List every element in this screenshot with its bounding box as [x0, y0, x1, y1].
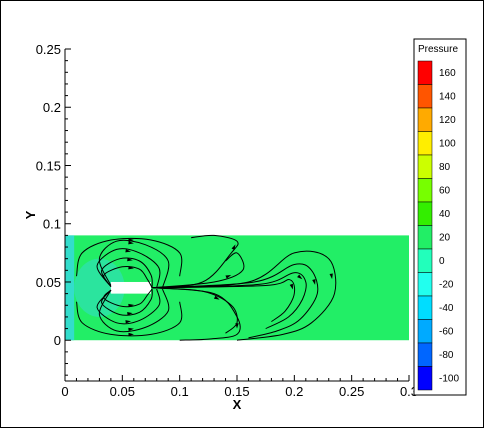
streamline-7 — [103, 288, 153, 308]
streamline-9 — [76, 301, 183, 337]
legend-level-label: 100 — [439, 139, 456, 150]
legend-swatch — [417, 178, 433, 203]
streamline-3 — [103, 265, 153, 289]
streamline-1 — [96, 248, 161, 288]
legend-swatch — [417, 131, 433, 156]
inlet-gradient — [74, 258, 125, 317]
legend-swatch — [417, 84, 433, 109]
legend-swatch — [417, 272, 433, 297]
streamline-12 — [152, 287, 241, 341]
streamline-arrow-7 — [128, 303, 134, 308]
streamline-16 — [152, 272, 307, 330]
legend-level-label: 0 — [439, 256, 445, 267]
streamline-8 — [76, 237, 183, 277]
legend-swatch — [417, 201, 433, 226]
streamline-arrow-4 — [128, 327, 134, 332]
streamline-arrow-6 — [127, 312, 133, 316]
legend-swatch — [417, 60, 433, 85]
legend-level-label: -60 — [439, 327, 454, 338]
inlet-region — [65, 235, 75, 341]
x-tick-label: 0 — [61, 384, 68, 399]
legend-swatch — [417, 225, 433, 250]
streamline-10 — [152, 234, 239, 289]
y-tick-label: 0.05 — [36, 275, 61, 290]
x-tick-label: 0.2 — [285, 384, 303, 399]
streamline-arrow-13 — [213, 295, 220, 300]
legend-title: Pressure — [418, 44, 458, 55]
y-tick-label: 0.2 — [43, 100, 61, 115]
streamline-arrow-2 — [127, 257, 133, 262]
y-tick-label: 0.25 — [36, 42, 61, 57]
streamline-2 — [101, 257, 153, 288]
streamline-15 — [152, 263, 319, 339]
streamline-arrow-15 — [312, 279, 316, 285]
streamline-arrow-14 — [329, 273, 333, 280]
legend-level-label: 80 — [439, 162, 451, 173]
streamline-arrow-10 — [231, 244, 236, 251]
legend-swatch — [417, 107, 433, 132]
streamline-6 — [101, 288, 153, 316]
streamline-5 — [96, 288, 161, 325]
legend-level-label: 140 — [439, 92, 456, 103]
streamline-arrow-17 — [289, 283, 293, 290]
x-axis-title: X — [233, 397, 242, 412]
x-tick-label: 0.15 — [224, 384, 249, 399]
streamline-4 — [98, 288, 170, 333]
streamline-arrow-9 — [128, 332, 134, 337]
legend-level-label: 20 — [439, 233, 451, 244]
legend-swatch — [417, 248, 433, 273]
legend-level-label: 120 — [439, 115, 456, 126]
streamline-14 — [152, 250, 337, 341]
legend-level-label: -20 — [439, 280, 454, 291]
obstacle — [110, 281, 151, 294]
streamline-11 — [152, 252, 245, 289]
y-tick-label: 0 — [54, 333, 61, 348]
legend-swatch — [417, 366, 433, 391]
x-tick-label: 0.1 — [171, 384, 189, 399]
x-tick-label: 0.05 — [110, 384, 135, 399]
streamline-17 — [152, 278, 296, 323]
streamline-arrow-16 — [297, 274, 303, 280]
legend-swatch — [417, 319, 433, 344]
legend-level-label: -80 — [439, 350, 454, 361]
legend-level-label: 160 — [439, 68, 456, 79]
streamline-13 — [152, 287, 238, 334]
legend-level-label: -100 — [439, 374, 459, 385]
streamline-arrow-5 — [125, 320, 132, 324]
streamline-arrow-0 — [128, 240, 134, 245]
legend-swatch — [417, 154, 433, 179]
legend-level-label: 40 — [439, 209, 451, 220]
y-tick-label: 0.15 — [36, 158, 61, 173]
legend-swatch — [417, 295, 433, 320]
streamline-arrow-3 — [128, 265, 134, 270]
streamline-arrow-1 — [125, 249, 132, 253]
y-axis-title: Y — [23, 210, 38, 219]
legend-swatch — [417, 342, 433, 367]
legend-level-label: 60 — [439, 186, 451, 197]
streamline-arrow-8 — [128, 238, 134, 242]
y-tick-label: 0.1 — [43, 217, 61, 232]
streamline-arrow-11 — [225, 275, 232, 279]
x-tick-label: 0.25 — [339, 384, 364, 399]
legend-level-label: -40 — [439, 303, 454, 314]
